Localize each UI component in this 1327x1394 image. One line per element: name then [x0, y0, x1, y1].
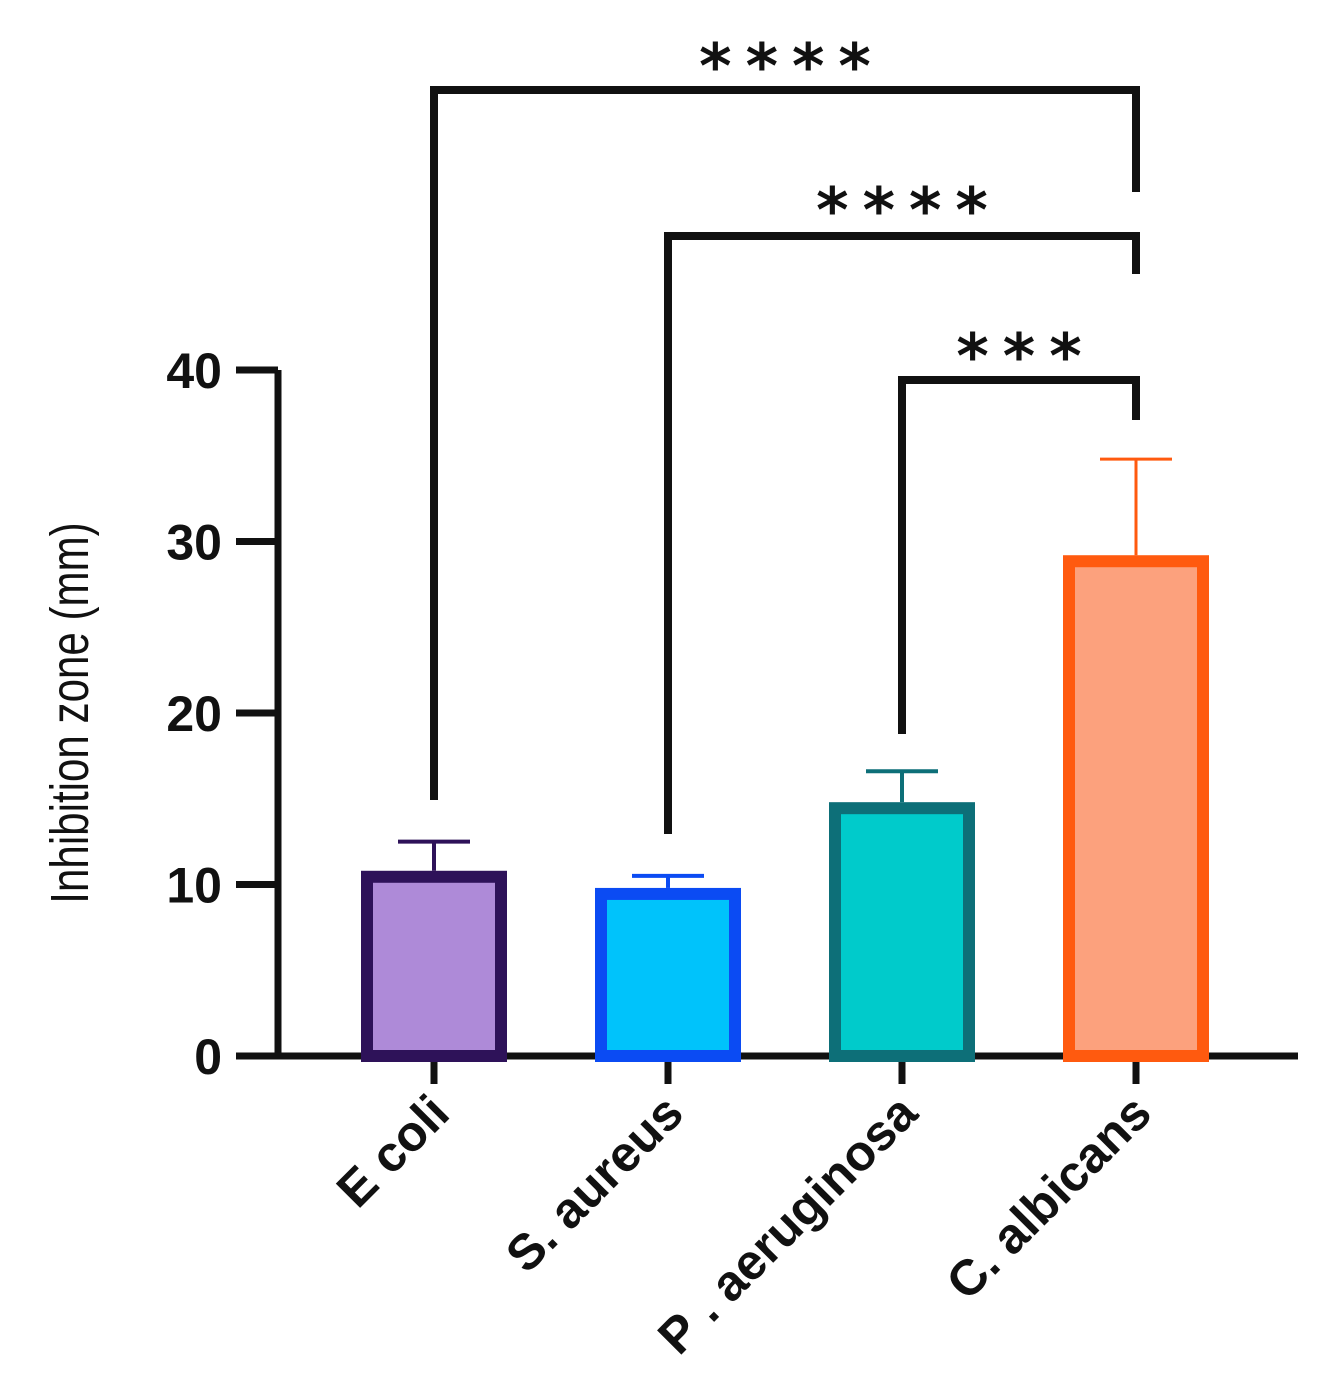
- bars: [361, 555, 1209, 1063]
- bar: [361, 870, 507, 1063]
- y-tick-label: 20: [166, 686, 222, 742]
- y-tick-label: 40: [166, 343, 222, 399]
- significance-label: ***: [956, 320, 1095, 393]
- significance-label: ****: [699, 30, 885, 103]
- significance-bracket: [430, 86, 1140, 800]
- significance-brackets: ***********: [430, 30, 1140, 834]
- x-tick-label: E coli: [326, 1084, 460, 1218]
- y-tick-label: 10: [166, 858, 222, 914]
- x-tick-label: S. aureus: [495, 1084, 694, 1283]
- significance-bracket: [664, 232, 1140, 834]
- x-tick-label: C. albicans: [936, 1084, 1162, 1310]
- y-tick-label: 0: [194, 1029, 222, 1085]
- significance-label: ****: [816, 174, 1002, 247]
- significance-bracket: [898, 376, 1140, 734]
- bar: [595, 887, 741, 1062]
- error-bars: [398, 457, 1172, 888]
- y-axis-label: Inhibition zone (mm): [40, 522, 100, 903]
- bar: [1063, 555, 1209, 1062]
- bar: [829, 802, 975, 1062]
- y-axis: 0 10 20 30 40: [166, 343, 282, 1085]
- y-tick-label: 30: [166, 515, 222, 571]
